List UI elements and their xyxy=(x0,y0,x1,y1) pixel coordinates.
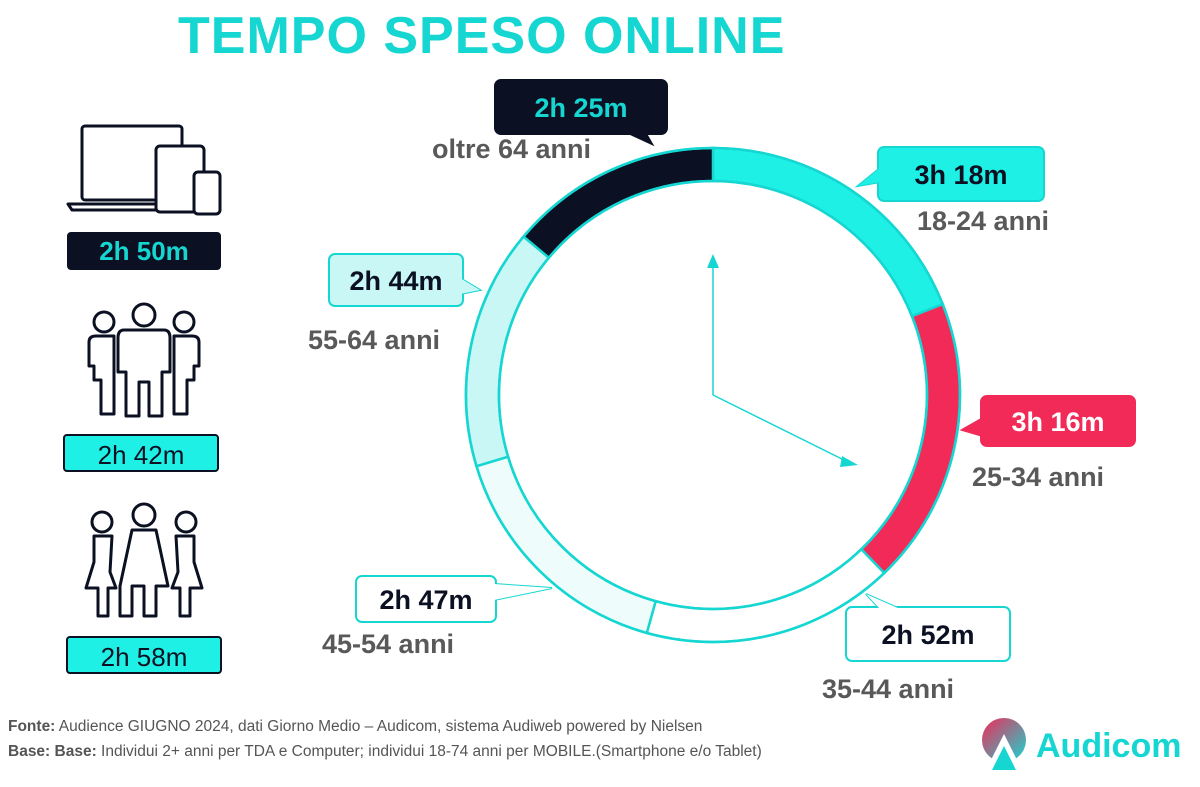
data-label: 3h 18m xyxy=(914,160,1007,190)
callout-box xyxy=(494,79,668,135)
footer-base-label: Base: Base: xyxy=(8,743,97,760)
category-label: oltre 64 anni xyxy=(432,134,591,164)
donut-inner-rim xyxy=(497,179,929,611)
category-label: 35-44 anni xyxy=(822,674,954,704)
callout-box xyxy=(845,606,1011,662)
men-group-icon xyxy=(87,302,201,418)
donut-segment xyxy=(464,234,551,468)
audicom-logo-icon xyxy=(982,718,1026,774)
women-group-icon xyxy=(84,502,204,618)
men-time-badge: 2h 42m xyxy=(63,434,219,472)
callout-2: 2h 52m 35-44 anni xyxy=(822,593,1011,704)
callout-1: 3h 16m 25-34 anni xyxy=(959,395,1136,492)
category-label: 45-54 anni xyxy=(322,629,454,659)
brand-name: Audicom xyxy=(1036,727,1182,765)
devices-icon xyxy=(66,124,222,216)
page-title: TEMPO SPESO ONLINE xyxy=(178,7,786,65)
footer-source-text: Audience GIUGNO 2024, dati Giorno Medio … xyxy=(55,718,703,735)
footer-base: Base: Base: Individui 2+ anni per TDA e … xyxy=(8,743,762,761)
data-label: 3h 16m xyxy=(1011,407,1104,437)
donut-segment xyxy=(474,455,658,635)
devices-time-badge: 2h 50m xyxy=(67,232,221,270)
donut-outer-rim xyxy=(464,146,962,644)
category-label: 18-24 anni xyxy=(917,206,1049,236)
clock-hand-minute xyxy=(712,394,849,463)
callout-tail-fill xyxy=(858,168,880,186)
footer-source: Fonte: Audience GIUGNO 2024, dati Giorno… xyxy=(8,718,702,736)
data-label: 2h 47m xyxy=(379,585,472,615)
callout-tail-fill xyxy=(866,594,900,609)
callout-tail-fill xyxy=(460,278,480,294)
clock-hand-minute-tip xyxy=(840,456,858,467)
callout-3: 2h 47m 45-54 anni xyxy=(322,575,553,659)
data-label: 2h 52m xyxy=(881,620,974,650)
footer-base-text: Individui 2+ anni per TDA e Computer; in… xyxy=(96,743,762,760)
callout-tail-fill xyxy=(494,584,552,600)
data-label: 2h 25m xyxy=(534,93,627,123)
callout-5: 2h 25m oltre 64 anni xyxy=(432,79,668,164)
women-time-badge: 2h 58m xyxy=(66,636,222,674)
footer-source-label: Fonte: xyxy=(8,718,56,735)
callout-tail-fill xyxy=(962,418,983,436)
callout-tail-fill xyxy=(626,132,652,144)
category-label: 25-34 anni xyxy=(972,462,1104,492)
data-label: 2h 44m xyxy=(349,266,442,296)
category-label: 55-64 anni xyxy=(308,325,440,355)
callout-0: 3h 18m 18-24 anni xyxy=(854,146,1049,236)
callout-4: 2h 44m 55-64 anni xyxy=(308,253,483,355)
clock-hand-hour-tip xyxy=(707,254,719,268)
